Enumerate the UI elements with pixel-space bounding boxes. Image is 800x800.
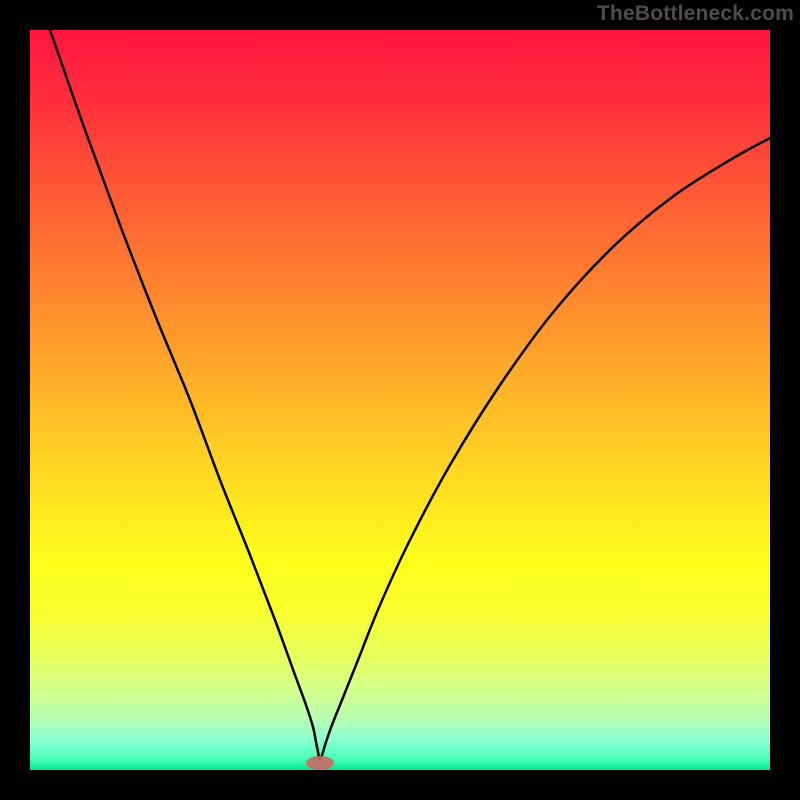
optimal-point-marker: [306, 756, 334, 770]
bottleneck-chart: [0, 0, 800, 800]
plot-background: [30, 30, 770, 770]
watermark-text: TheBottleneck.com: [597, 2, 794, 26]
